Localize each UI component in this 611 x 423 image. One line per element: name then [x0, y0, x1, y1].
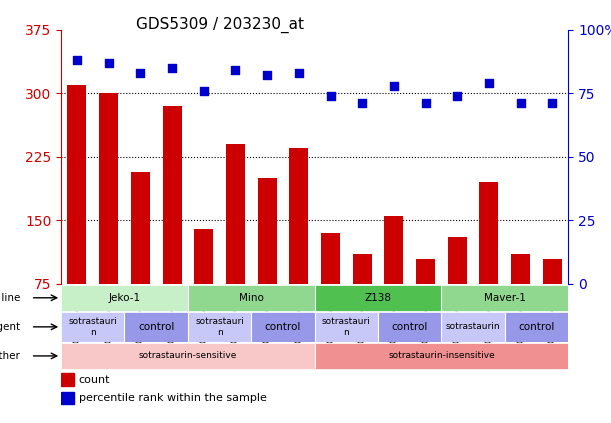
Bar: [384, 216, 403, 348]
Point: [104, 59, 114, 66]
Bar: [543, 258, 562, 348]
FancyBboxPatch shape: [61, 343, 315, 369]
Text: agent: agent: [0, 322, 21, 332]
FancyBboxPatch shape: [315, 285, 441, 311]
Point: [72, 57, 82, 63]
Bar: [321, 233, 340, 348]
Text: control: control: [518, 322, 555, 332]
Text: Maver-1: Maver-1: [484, 293, 526, 303]
Bar: [448, 237, 467, 348]
Text: GDS5309 / 203230_at: GDS5309 / 203230_at: [136, 17, 304, 33]
Text: count: count: [79, 375, 111, 385]
Bar: [290, 148, 309, 348]
Bar: [131, 172, 150, 348]
Bar: [226, 144, 245, 348]
FancyBboxPatch shape: [441, 285, 568, 311]
FancyBboxPatch shape: [505, 312, 568, 341]
FancyBboxPatch shape: [441, 312, 505, 341]
Point: [421, 100, 431, 107]
Text: control: control: [265, 322, 301, 332]
Text: Mino: Mino: [239, 293, 264, 303]
Text: sotrastaurin-insensitive: sotrastaurin-insensitive: [388, 352, 495, 360]
FancyBboxPatch shape: [378, 312, 441, 341]
Point: [199, 87, 208, 94]
Text: sotrastauri
n: sotrastauri n: [195, 317, 244, 337]
Point: [294, 69, 304, 76]
Text: Jeko-1: Jeko-1: [108, 293, 141, 303]
FancyBboxPatch shape: [251, 312, 315, 341]
FancyBboxPatch shape: [61, 285, 188, 311]
FancyBboxPatch shape: [61, 312, 125, 341]
Point: [262, 72, 272, 79]
Point: [452, 92, 462, 99]
FancyBboxPatch shape: [188, 285, 315, 311]
Point: [167, 64, 177, 71]
Point: [357, 100, 367, 107]
Bar: [99, 93, 118, 348]
Point: [326, 92, 335, 99]
Text: Z138: Z138: [365, 293, 392, 303]
Bar: [67, 85, 87, 348]
FancyBboxPatch shape: [315, 343, 568, 369]
Point: [547, 100, 557, 107]
Point: [484, 80, 494, 86]
Point: [389, 82, 399, 89]
Text: sotrastauri
n: sotrastauri n: [322, 317, 371, 337]
FancyBboxPatch shape: [125, 312, 188, 341]
Bar: [163, 106, 181, 348]
Point: [136, 69, 145, 76]
FancyBboxPatch shape: [315, 312, 378, 341]
Point: [516, 100, 525, 107]
Text: sotrastauri
n: sotrastauri n: [68, 317, 117, 337]
Bar: [61, 374, 74, 386]
Bar: [416, 258, 435, 348]
Point: [230, 67, 240, 74]
Text: sotrastaurin: sotrastaurin: [446, 322, 500, 331]
Text: sotrastaurin-sensitive: sotrastaurin-sensitive: [139, 352, 237, 360]
Bar: [194, 229, 213, 348]
Bar: [258, 178, 277, 348]
Text: control: control: [392, 322, 428, 332]
Bar: [61, 392, 74, 404]
Text: other: other: [0, 351, 21, 361]
Text: control: control: [138, 322, 174, 332]
Text: percentile rank within the sample: percentile rank within the sample: [79, 393, 267, 403]
Bar: [480, 182, 499, 348]
Bar: [511, 254, 530, 348]
Text: cell line: cell line: [0, 293, 21, 303]
Bar: [353, 254, 371, 348]
FancyBboxPatch shape: [188, 312, 251, 341]
